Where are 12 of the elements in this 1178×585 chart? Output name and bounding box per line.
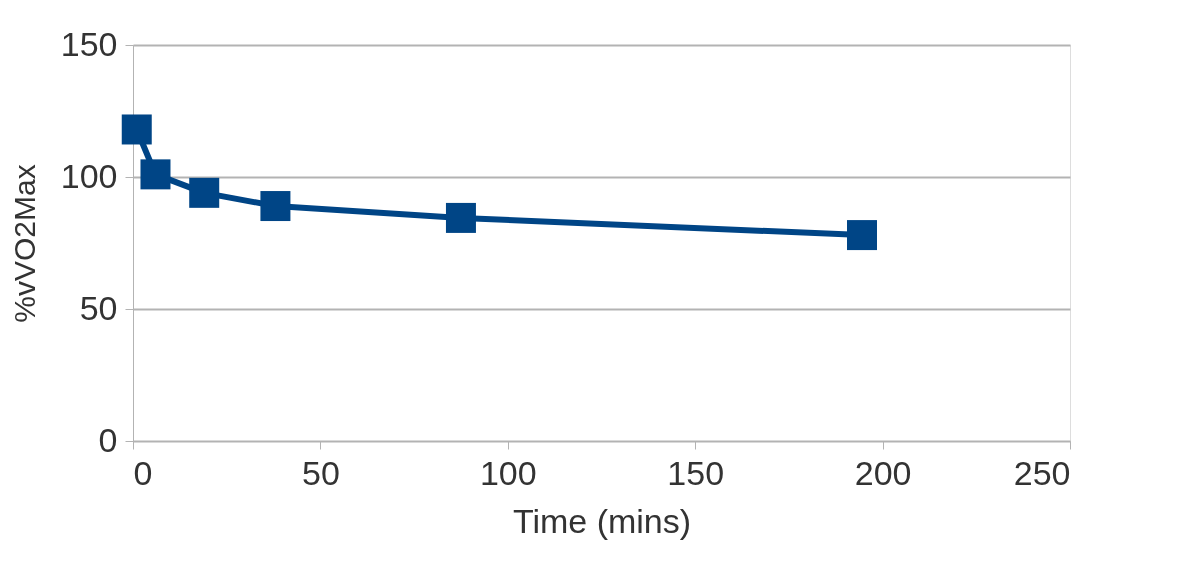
y-tick-label: 0 <box>98 420 118 459</box>
x-tick-label: 200 <box>854 453 912 492</box>
y-tick-label: 150 <box>60 24 118 63</box>
x-tick-label: 100 <box>479 453 537 492</box>
y-axis-title: %vVO2Max <box>7 164 41 323</box>
x-tick-label: 250 <box>1013 453 1071 492</box>
y-tick-label: 100 <box>60 156 118 195</box>
y-tick-label: 50 <box>79 288 118 327</box>
x-tick-label: 150 <box>667 453 725 492</box>
x-tick-label: 50 <box>301 453 340 492</box>
x-tick-label: 0 <box>133 453 153 492</box>
x-axis-title: Time (mins) <box>512 501 692 540</box>
